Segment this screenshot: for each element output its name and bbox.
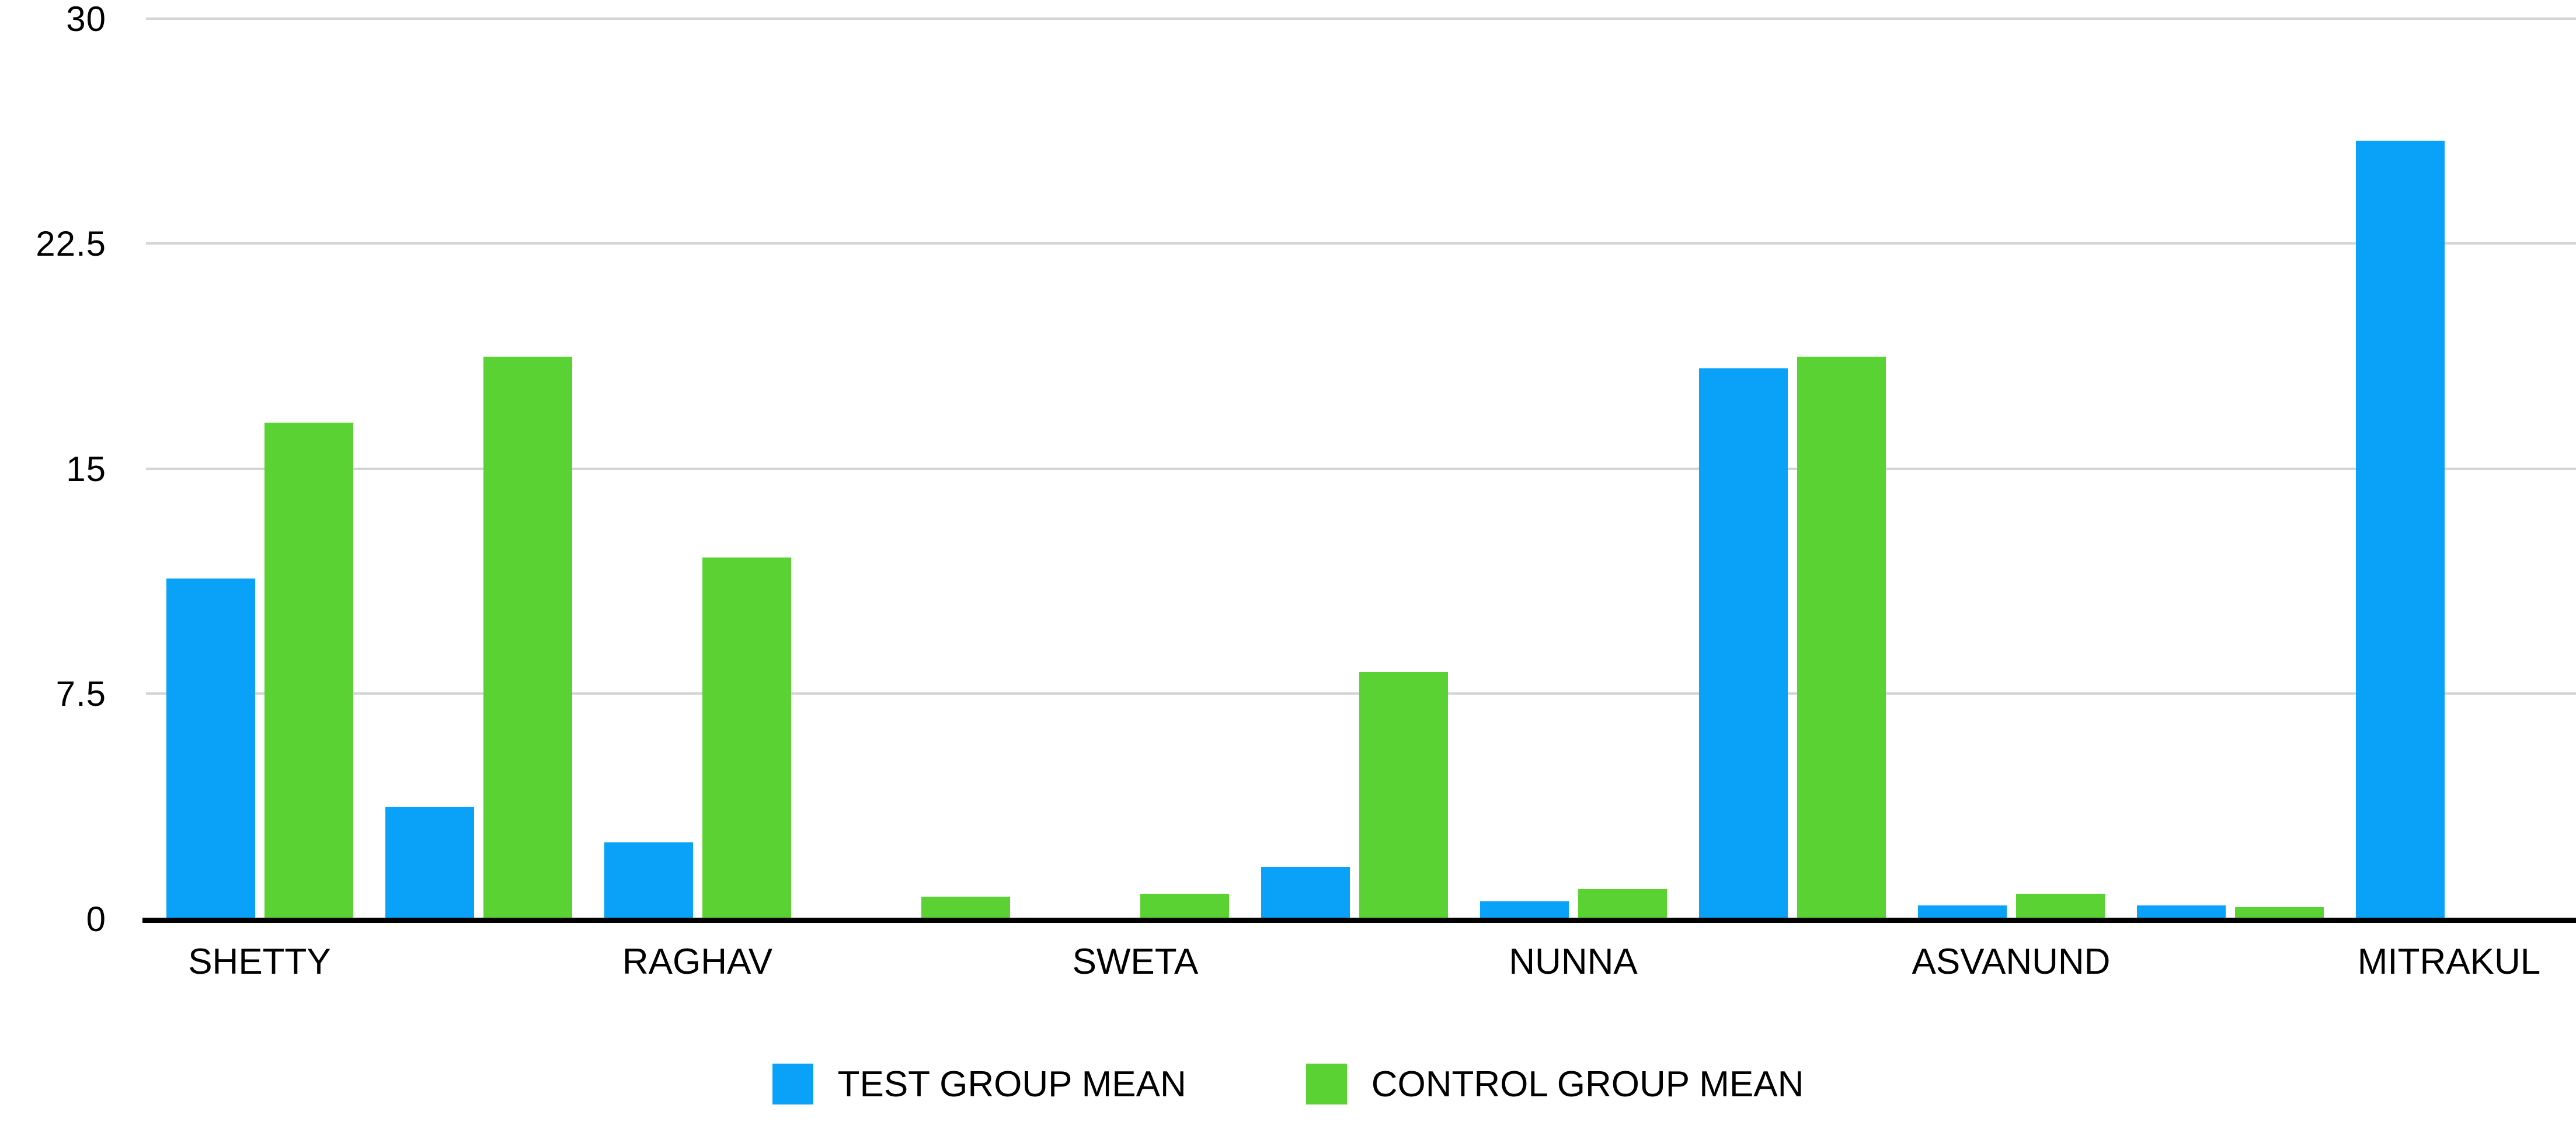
bar-test-group-mean — [1917, 905, 2007, 918]
legend-label-test-group: TEST GROUP MEAN — [837, 1064, 1186, 1104]
y-axis-tick-22-5: 22.5 — [36, 224, 106, 264]
bar-group-mitrakul — [2340, 18, 2558, 918]
y-axis-tick-30: 30 — [66, 0, 106, 39]
bar-control-group-mean — [702, 557, 791, 918]
y-axis-tick-7-5: 7.5 — [55, 674, 106, 714]
bar-group-shetty — [150, 18, 369, 918]
bar-group-asvanund — [1902, 18, 2121, 918]
test-group-swatch-icon — [772, 1064, 813, 1104]
bar-test-group-mean — [1261, 867, 1350, 918]
bar-group-sweta — [1026, 18, 1245, 918]
bar-control-group-mean — [483, 357, 572, 918]
bar-control-group-mean — [1140, 894, 1229, 918]
bar-group-unlabeled-6 — [1245, 18, 1464, 918]
x-axis-label-raghav: RAGHAV — [622, 942, 773, 982]
legend-item-test-group: TEST GROUP MEAN — [772, 1064, 1186, 1105]
gridline-15 — [146, 468, 2576, 470]
legend-label-control-group: CONTROL GROUP MEAN — [1371, 1064, 1804, 1104]
x-axis-label-nunna: NUNNA — [1509, 942, 1638, 982]
bar-group-unlabeled-4 — [807, 18, 1026, 918]
bar-group-unlabeled-2 — [369, 18, 588, 918]
legend: TEST GROUP MEAN CONTROL GROUP MEAN — [0, 1058, 2576, 1110]
bar-test-group-mean — [2136, 905, 2226, 918]
bar-test-group-mean — [385, 807, 474, 918]
bar-group-unlabeled-10 — [2121, 18, 2340, 918]
bar-control-group-mean — [1578, 889, 1667, 918]
bar-control-group-mean — [264, 423, 353, 918]
bar-test-group-mean — [1698, 368, 1788, 918]
bar-group-nunna — [1464, 18, 1683, 918]
x-axis-label-mitrakul: MITRAKUL — [2357, 942, 2541, 982]
x-axis-line — [142, 918, 2576, 923]
y-axis-tick-15: 15 — [66, 450, 106, 489]
bar-group-unlabeled-8 — [1683, 18, 1902, 918]
y-axis-tick-0: 0 — [86, 900, 106, 939]
control-group-swatch-icon — [1306, 1064, 1347, 1104]
gridline-22-5 — [146, 242, 2576, 245]
legend-item-control-group: CONTROL GROUP MEAN — [1306, 1064, 1804, 1105]
bar-control-group-mean — [2234, 907, 2324, 918]
bar-control-group-mean — [1797, 357, 1886, 918]
bar-test-group-mean — [1480, 901, 1569, 918]
bar-control-group-mean — [2015, 894, 2105, 918]
bar-test-group-mean — [2355, 141, 2445, 918]
plot-area — [155, 18, 2576, 918]
x-axis-label-shetty: SHETTY — [188, 942, 331, 982]
x-axis-label-asvanund: ASVANUND — [1912, 942, 2111, 982]
bar-group-raghav — [588, 18, 807, 918]
bar-control-group-mean — [921, 897, 1010, 918]
bar-test-group-mean — [166, 579, 255, 918]
x-axis-label-sweta: SWETA — [1072, 942, 1199, 982]
bar-control-group-mean — [1359, 672, 1448, 918]
gridline-30 — [146, 18, 2576, 20]
bar-test-group-mean — [604, 842, 693, 918]
